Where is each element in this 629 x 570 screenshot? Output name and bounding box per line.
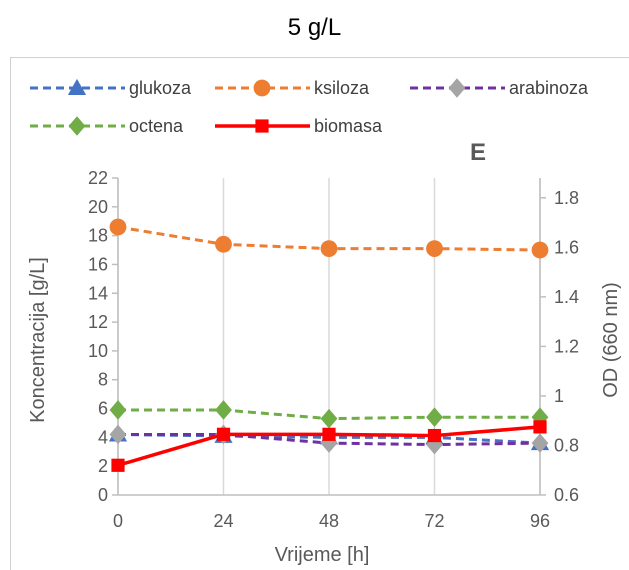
legend-label: glukoza bbox=[129, 78, 192, 98]
y-tick-label: 22 bbox=[88, 168, 108, 188]
x-tick-label: 72 bbox=[424, 511, 444, 531]
legend-swatch-marker bbox=[253, 79, 271, 97]
y-tick-label: 14 bbox=[88, 283, 108, 303]
data-point-ksiloza bbox=[109, 218, 127, 236]
legend-swatch-marker bbox=[255, 119, 269, 133]
data-point-octena bbox=[109, 400, 127, 420]
y2-tick-label: 0.8 bbox=[554, 435, 579, 455]
data-point-ksiloza bbox=[531, 241, 549, 259]
legend-swatch-marker bbox=[448, 78, 466, 98]
x-tick-label: 24 bbox=[213, 511, 233, 531]
y-axis-title: Koncentracija [g/L] bbox=[27, 257, 49, 423]
y-tick-label: 0 bbox=[98, 485, 108, 505]
data-point-arabinoza bbox=[109, 424, 127, 445]
chart-title: 5 g/L bbox=[287, 14, 342, 41]
legend-label: ksiloza bbox=[314, 78, 370, 98]
x-axis-title: Vrijeme [h] bbox=[275, 544, 370, 566]
series-layer bbox=[108, 218, 550, 472]
chart-frame bbox=[10, 57, 629, 570]
data-point-biomasa bbox=[111, 458, 125, 472]
y-tick-label: 16 bbox=[88, 254, 108, 274]
data-point-biomasa bbox=[216, 427, 231, 441]
legend-item-ksiloza: ksiloza bbox=[215, 78, 370, 98]
y-tick-label: 6 bbox=[98, 399, 108, 419]
y-tick-label: 18 bbox=[88, 226, 108, 246]
legend-label: arabinoza bbox=[509, 78, 589, 98]
legend-item-arabinoza: arabinoza bbox=[410, 78, 589, 98]
x-tick-label: 0 bbox=[113, 511, 123, 531]
y-tick-label: 8 bbox=[98, 370, 108, 390]
panel-label: E bbox=[470, 139, 486, 166]
legend-label: octena bbox=[129, 116, 184, 136]
y-tick-label: 4 bbox=[98, 427, 108, 447]
data-point-biomasa bbox=[322, 427, 336, 441]
data-point-arabinoza bbox=[426, 434, 443, 455]
legend-swatch-marker bbox=[67, 78, 87, 95]
y2-tick-label: 1 bbox=[554, 386, 564, 406]
x-tick-label: 96 bbox=[530, 511, 550, 531]
series-octena bbox=[109, 400, 549, 429]
legend: glukoza ksiloza arabinoza octena biomasa bbox=[30, 78, 589, 136]
legend-item-biomasa: biomasa bbox=[215, 116, 383, 136]
data-point-ksiloza bbox=[426, 240, 443, 258]
data-point-biomasa bbox=[533, 420, 547, 434]
legend-item-octena: octena bbox=[30, 116, 184, 136]
data-point-ksiloza bbox=[320, 240, 338, 258]
legend-item-glukoza: glukoza bbox=[30, 78, 192, 98]
data-point-arabinoza bbox=[531, 433, 549, 453]
y-tick-label: 20 bbox=[88, 197, 108, 217]
data-point-arabinoza bbox=[320, 433, 338, 453]
data-point-octena bbox=[426, 407, 443, 427]
data-point-biomasa bbox=[427, 428, 442, 443]
series-biomasa bbox=[111, 420, 547, 472]
y2-tick-label: 1.2 bbox=[554, 336, 579, 356]
y2-tick-label: 1.4 bbox=[554, 287, 579, 307]
series-ksiloza bbox=[109, 218, 549, 259]
legend-label: biomasa bbox=[314, 116, 383, 136]
data-point-octena bbox=[215, 400, 232, 420]
data-point-ksiloza bbox=[215, 235, 232, 253]
y-tick-label: 2 bbox=[98, 456, 108, 476]
x-tick-label: 48 bbox=[319, 511, 339, 531]
y-tick-label: 12 bbox=[88, 312, 108, 332]
y2-tick-label: 0.6 bbox=[554, 485, 579, 505]
axes: 0 24 48 72 9602468101214161820220.60.811.21.… bbox=[88, 168, 579, 531]
y2-tick-label: 1.6 bbox=[554, 237, 579, 257]
y2-tick-label: 1.8 bbox=[554, 188, 579, 208]
data-point-octena bbox=[320, 408, 338, 429]
y-tick-label: 10 bbox=[88, 341, 108, 361]
y2-axis-title: OD (660 nm) bbox=[600, 282, 622, 398]
legend-swatch-marker bbox=[68, 116, 86, 136]
